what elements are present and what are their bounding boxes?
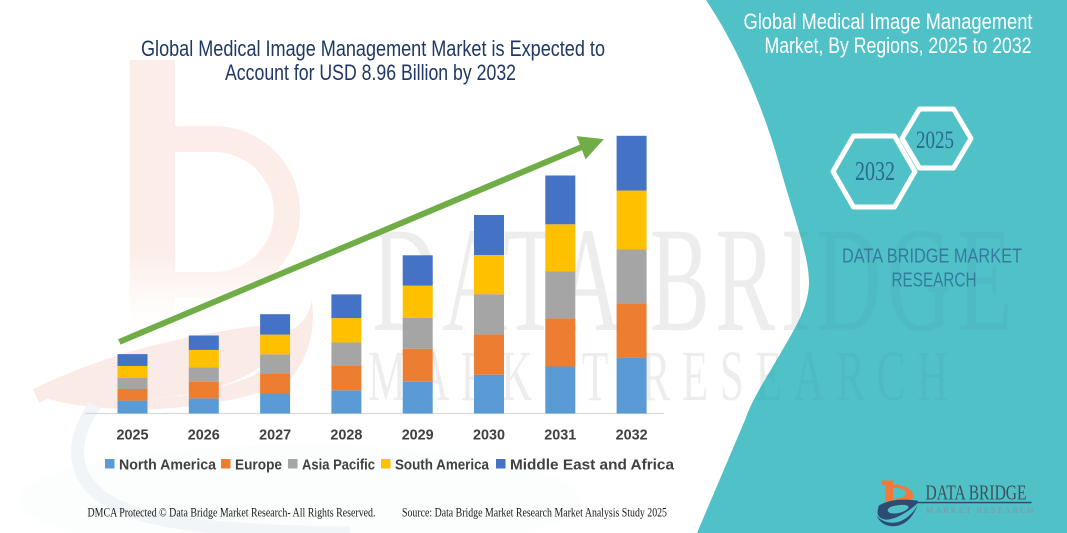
svg-text:2025: 2025 bbox=[117, 427, 149, 444]
svg-text:2030: 2030 bbox=[473, 427, 505, 444]
svg-text:2025: 2025 bbox=[916, 125, 954, 154]
svg-text:Asia Pacific: Asia Pacific bbox=[302, 457, 375, 474]
svg-text:2027: 2027 bbox=[259, 427, 291, 444]
svg-text:DMCA Protected © Data Bridge M: DMCA Protected © Data Bridge Market Rese… bbox=[88, 506, 376, 520]
svg-text:2028: 2028 bbox=[330, 427, 362, 444]
svg-text:South America: South America bbox=[395, 457, 490, 474]
svg-text:North America: North America bbox=[119, 457, 217, 474]
svg-text:Market, By Regions, 2025 to 20: Market, By Regions, 2025 to 2032 bbox=[765, 33, 1032, 58]
svg-text:2031: 2031 bbox=[544, 427, 576, 444]
svg-text:Middle East and Africa: Middle East and Africa bbox=[510, 457, 675, 474]
svg-text:2029: 2029 bbox=[402, 427, 434, 444]
svg-text:DATA BRIDGE: DATA BRIDGE bbox=[926, 481, 1027, 505]
svg-text:DATA BRIDGE MARKET: DATA BRIDGE MARKET bbox=[842, 246, 1022, 268]
svg-text:2032: 2032 bbox=[616, 427, 648, 444]
svg-text:2026: 2026 bbox=[188, 427, 220, 444]
svg-text:MARKET RESEARCH: MARKET RESEARCH bbox=[926, 505, 1035, 515]
svg-text:RESEARCH: RESEARCH bbox=[892, 269, 977, 291]
svg-text:Europe: Europe bbox=[235, 457, 282, 474]
svg-text:Source: Data Bridge Market Res: Source: Data Bridge Market Research Mark… bbox=[402, 506, 667, 520]
svg-text:Account for USD 8.96 Billion b: Account for USD 8.96 Billion by 2032 bbox=[225, 60, 516, 85]
svg-text:Global Medical Image Managemen: Global Medical Image Management bbox=[744, 9, 1034, 34]
svg-text:2032: 2032 bbox=[855, 156, 895, 186]
svg-text:Global Medical Image Managemen: Global Medical Image Management Market i… bbox=[141, 36, 605, 61]
